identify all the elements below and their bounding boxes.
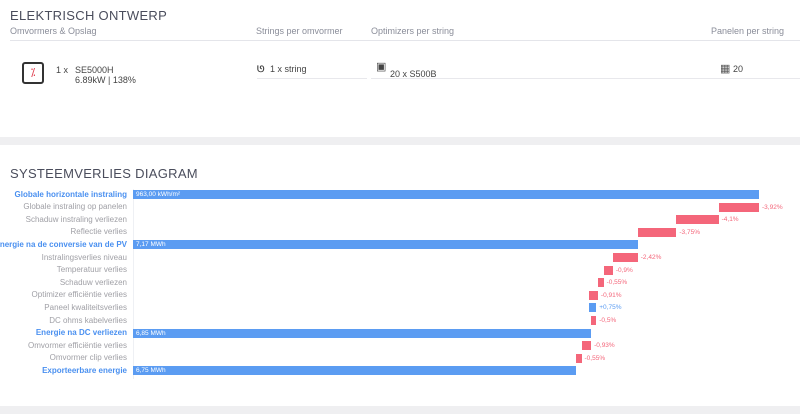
section-title: SYSTEEMVERLIES DIAGRAM xyxy=(10,166,198,181)
row-label: Omvormer efficiëntie verlies xyxy=(28,340,127,350)
chart-axis xyxy=(133,189,134,379)
total-value: 6,85 MWh xyxy=(136,329,166,337)
step-value: -0,55% xyxy=(606,279,628,287)
loss-bar xyxy=(637,227,677,237)
loss-bar xyxy=(612,253,638,262)
row-label: Schaduw verliezen xyxy=(59,277,127,287)
row-label: Omvormer clip verlies xyxy=(49,353,127,363)
row-label: Paneel kwaliteitsverlies xyxy=(44,302,127,312)
header-inverters: Omvormers & Opslag xyxy=(10,26,97,36)
step-value: -4,1% xyxy=(721,216,739,224)
inverter-spec: 6.89kW | 138% xyxy=(75,75,136,85)
total-bar xyxy=(133,190,759,199)
loss-bar xyxy=(603,265,613,275)
gain-bar xyxy=(588,303,597,313)
row-label: Exporteerbare energie xyxy=(42,365,127,375)
loss-bar xyxy=(581,341,592,351)
row-label: Instralingsverlies niveau xyxy=(41,252,127,262)
total-bar xyxy=(133,366,576,376)
inverter-icon: ⁒ xyxy=(22,62,44,84)
step-value: -2,42% xyxy=(640,254,662,261)
electrical-design-card: ELEKTRISCH ONTWERP Omvormers & Opslag St… xyxy=(0,0,800,137)
row-label: Globale horizontale instraling xyxy=(14,189,127,199)
panels-value: 20 xyxy=(733,64,744,74)
header-strings: Strings per omvormer xyxy=(256,26,343,36)
divider xyxy=(10,40,800,41)
step-value: +0,75% xyxy=(599,304,622,312)
row-label: Globale instraling op panelen xyxy=(23,202,127,212)
total-value: 7,17 MWh xyxy=(136,241,166,249)
loss-bar xyxy=(676,215,719,225)
row-label: Reflectie verlies xyxy=(70,227,127,237)
optimizers-value: 20 x S500B xyxy=(390,69,437,79)
row-label: Energie na DC verliezen xyxy=(35,328,127,338)
divider xyxy=(371,78,800,79)
divider xyxy=(257,78,367,79)
section-title: ELEKTRISCH ONTWERP xyxy=(10,8,168,23)
row-label: nergie na de conversie van de PV xyxy=(0,239,127,249)
step-value: -0,9% xyxy=(615,266,633,274)
row-label: Schaduw instraling verliezen xyxy=(25,214,127,224)
system-loss-card: SYSTEEMVERLIES DIAGRAM Globale horizonta… xyxy=(0,145,800,406)
header-panels: Panelen per string xyxy=(710,26,784,36)
total-value: 6,75 MWh xyxy=(136,367,166,375)
row-label: Temperatuur verlies xyxy=(56,265,127,275)
waterfall-chart: Globale horizontale instraling 963,00 kWh… xyxy=(0,145,800,406)
row-label: Optimizer efficiëntie verlies xyxy=(31,290,127,300)
step-value: -0,5% xyxy=(599,317,617,324)
step-value: -3,92% xyxy=(762,203,783,211)
row-label: DC ohms kabelverlies xyxy=(49,315,127,325)
step-value: -0,55% xyxy=(584,354,606,362)
step-value: -0,93% xyxy=(594,342,615,350)
loss-bar xyxy=(591,316,597,325)
optimizer-icon: ▣ xyxy=(376,61,387,73)
strings-value: 1 x string xyxy=(270,64,307,74)
inverter-model: SE5000H xyxy=(75,65,114,75)
string-icon: ᘎ xyxy=(257,64,265,74)
loss-bar xyxy=(588,290,598,300)
inverter-qty: 1 x xyxy=(56,65,69,75)
step-value: -3,75% xyxy=(679,228,700,236)
loss-bar xyxy=(718,202,759,212)
loss-bar xyxy=(597,278,604,288)
total-bar xyxy=(133,240,638,250)
header-optimizers: Optimizers per string xyxy=(371,26,455,36)
panel-grid-icon: ▦ xyxy=(720,63,731,75)
loss-bar xyxy=(575,353,582,363)
total-value: 963,00 kWh/m² xyxy=(136,191,181,198)
total-bar xyxy=(133,328,592,338)
step-value: -0,91% xyxy=(600,291,622,299)
